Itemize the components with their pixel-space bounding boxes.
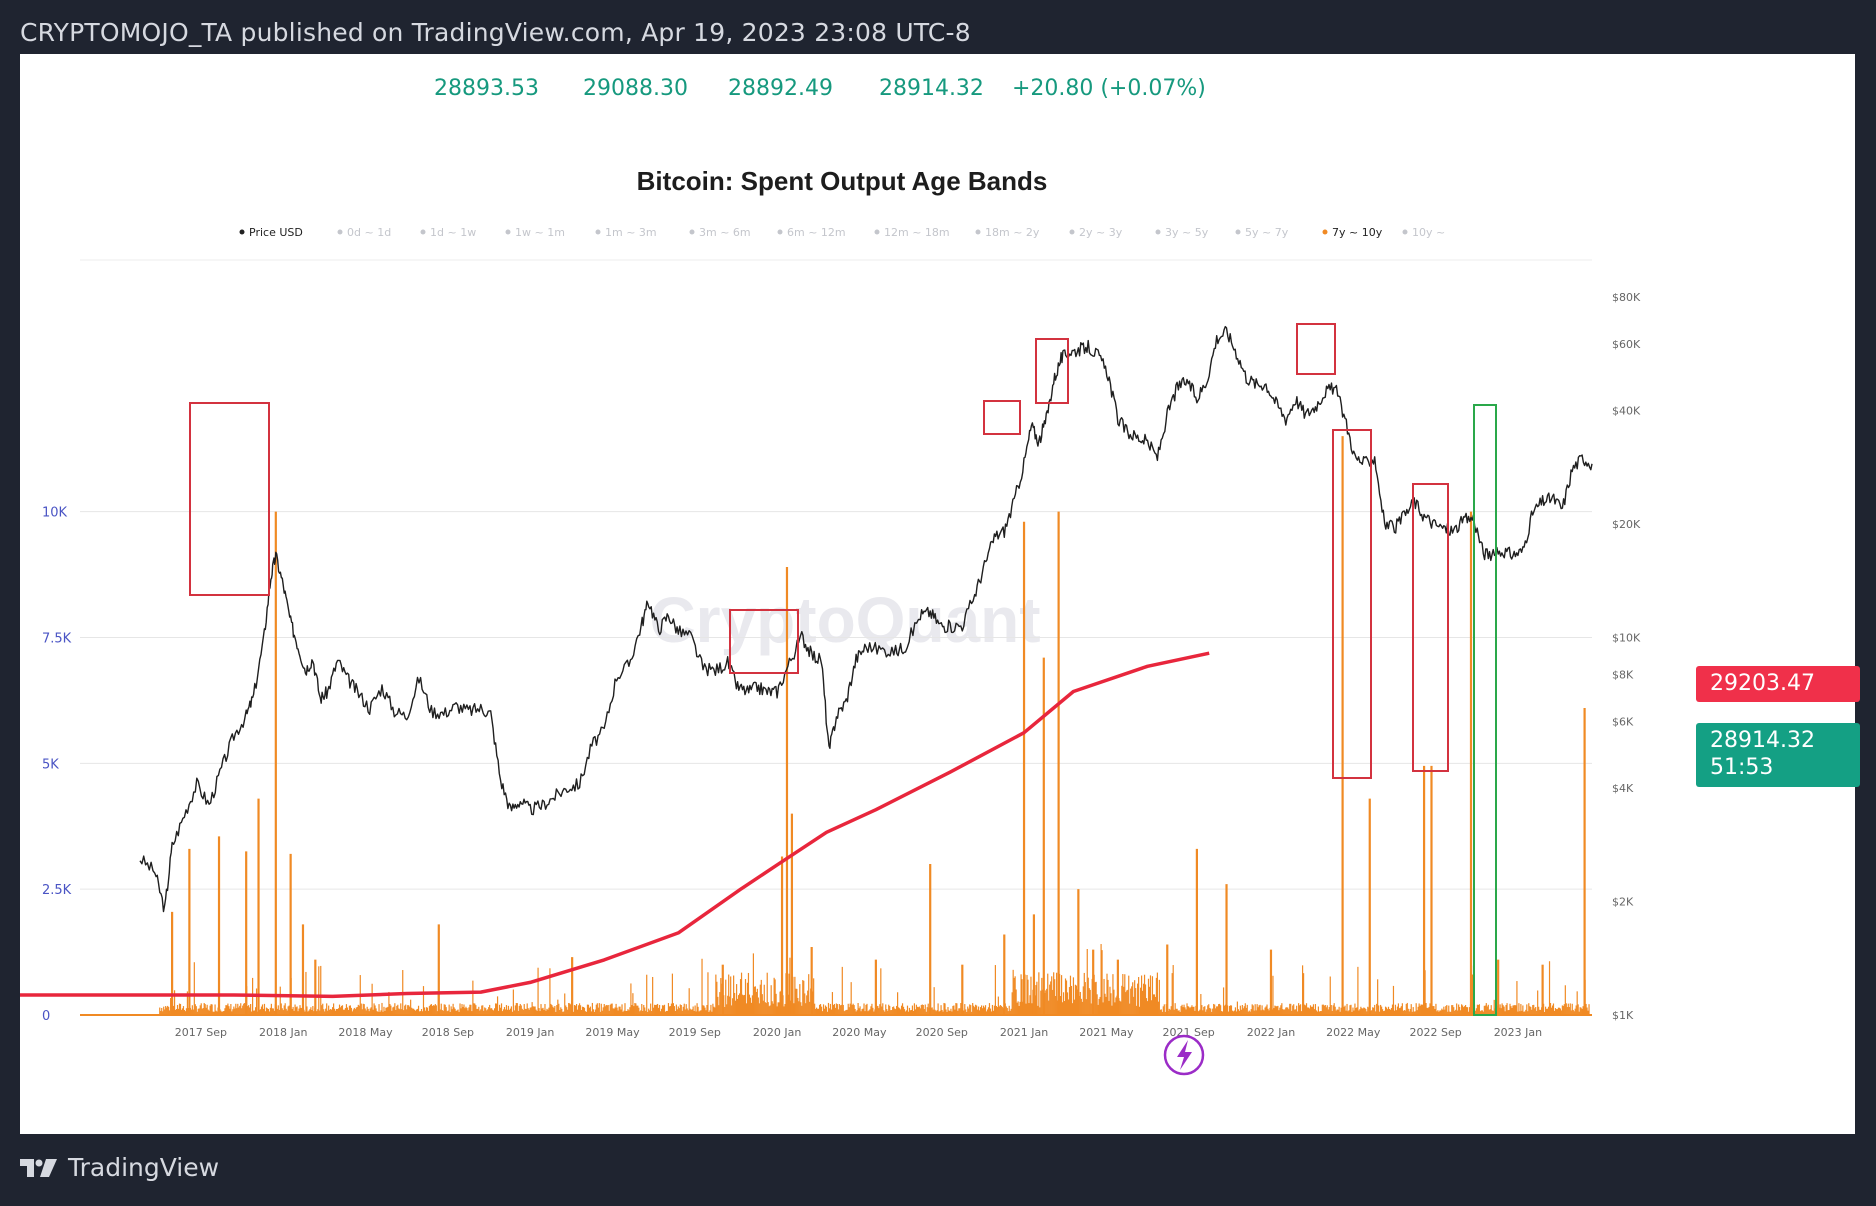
- right-axis-tick: $60K: [1612, 338, 1641, 351]
- x-axis-tick: 2018 Sep: [422, 1026, 474, 1039]
- x-axis-tick: 2017 Sep: [175, 1026, 227, 1039]
- right-axis-tick: $8K: [1612, 668, 1634, 681]
- x-axis-tick: 2020 Sep: [916, 1026, 968, 1039]
- legend-label: 7y ~ 10y: [1332, 226, 1383, 239]
- x-axis-tick: 2019 Sep: [669, 1026, 721, 1039]
- left-axis-tick: 7.5K: [42, 632, 72, 647]
- right-axis-tick: $10K: [1612, 632, 1641, 645]
- right-axis-tick: $80K: [1612, 291, 1641, 304]
- legend-item[interactable]: 12m ~ 18m: [874, 226, 950, 239]
- x-axis-tick: 2021 May: [1079, 1026, 1134, 1039]
- legend-label: 6m ~ 12m: [787, 226, 846, 239]
- legend-item[interactable]: 3y ~ 5y: [1155, 226, 1209, 239]
- legend-item[interactable]: 7y ~ 10y: [1322, 226, 1383, 239]
- right-axis-tick: $1K: [1612, 1009, 1634, 1022]
- ohlc-low: 28892.49: [727, 76, 833, 101]
- x-axis-tick: 2022 May: [1326, 1026, 1381, 1039]
- highlight-box-red: [1332, 429, 1372, 779]
- x-axis-tick: 2021 Jan: [1000, 1026, 1048, 1039]
- lightning-icon[interactable]: [1163, 1034, 1205, 1076]
- chart-title: Bitcoin: Spent Output Age Bands: [637, 166, 1048, 196]
- right-axis-tick: $20K: [1612, 518, 1641, 531]
- footer-brand[interactable]: TradingView: [20, 1153, 219, 1182]
- right-axis-tick: $6K: [1612, 715, 1634, 728]
- x-axis-tick: 2021 Sep: [1163, 1026, 1215, 1039]
- highlight-box-red: [729, 609, 799, 674]
- legend-label: 5y ~ 7y: [1245, 226, 1289, 239]
- legend-label: 1w ~ 1m: [515, 226, 565, 239]
- right-axis-tick: $40K: [1612, 405, 1641, 418]
- current-price-value: 28914.32: [1710, 728, 1815, 753]
- legend-item[interactable]: 1d ~ 1w: [420, 226, 477, 239]
- price-line: [139, 325, 1593, 913]
- x-axis-tick: 2018 May: [338, 1026, 393, 1039]
- legend-label: 1m ~ 3m: [605, 226, 657, 239]
- legend-item[interactable]: 0d ~ 1d: [337, 226, 392, 239]
- left-axis-tick: 0: [42, 1009, 50, 1024]
- last-price-tag: 29203.47: [1696, 666, 1860, 702]
- highlight-box-red: [189, 402, 270, 596]
- moving-average-line: [20, 651, 1210, 999]
- x-axis-tick: 2020 Jan: [753, 1026, 801, 1039]
- legend-item[interactable]: Price USD: [239, 226, 303, 239]
- bar-countdown: 51:53: [1710, 755, 1774, 780]
- publish-info: CRYPTOMOJO_TA published on TradingView.c…: [20, 18, 971, 47]
- chart-legend: Price USD 0d ~ 1d 1d ~ 1w 1w ~ 1m 1m ~ 3m 3m …: [239, 226, 1446, 239]
- left-axis-tick: 10K: [42, 506, 68, 521]
- x-axis-tick: 2020 May: [832, 1026, 887, 1039]
- chart-panel[interactable]: 28893.53 29088.30 28892.49 28914.32 +20.…: [20, 54, 1855, 1134]
- highlight-box-green: [1473, 404, 1497, 1016]
- highlight-box-red: [1412, 483, 1449, 772]
- legend-item[interactable]: 1m ~ 3m: [595, 226, 657, 239]
- legend-item[interactable]: 10y ~: [1402, 226, 1446, 239]
- right-axis-tick: $4K: [1612, 782, 1634, 795]
- legend-item[interactable]: 18m ~ 2y: [975, 226, 1040, 239]
- legend-item[interactable]: 3m ~ 6m: [689, 226, 751, 239]
- ohlc-change: +20.80 (+0.07%): [1011, 76, 1206, 101]
- legend-item[interactable]: 2y ~ 3y: [1069, 226, 1123, 239]
- tradingview-logo-icon: [20, 1158, 57, 1177]
- footer-brand-name: TradingView: [68, 1153, 220, 1182]
- legend-label: 3y ~ 5y: [1165, 226, 1209, 239]
- left-axis-tick: 5K: [42, 757, 59, 772]
- legend-item[interactable]: 5y ~ 7y: [1235, 226, 1289, 239]
- highlight-box-red: [983, 400, 1021, 435]
- legend-label: 1d ~ 1w: [430, 226, 476, 239]
- watermark-text: CryptoQuant: [649, 584, 1040, 656]
- x-axis-tick: 2022 Jan: [1247, 1026, 1295, 1039]
- x-axis-tick: 2019 May: [585, 1026, 640, 1039]
- legend-item[interactable]: 6m ~ 12m: [777, 226, 846, 239]
- current-price-tag: 28914.32 51:53: [1696, 723, 1860, 787]
- legend-label: 18m ~ 2y: [985, 226, 1040, 239]
- legend-label: 2y ~ 3y: [1079, 226, 1123, 239]
- left-axis-tick: 2.5K: [42, 883, 72, 898]
- legend-label: 10y ~: [1412, 226, 1445, 239]
- highlight-box-red: [1296, 323, 1336, 375]
- ohlc-close: 28914.32: [878, 76, 984, 101]
- x-axis-tick: 2023 Jan: [1494, 1026, 1542, 1039]
- ohlc-high: 29088.30: [582, 76, 688, 101]
- right-axis-tick: $2K: [1612, 895, 1634, 908]
- x-axis-tick: 2018 Jan: [259, 1026, 307, 1039]
- legend-label: 0d ~ 1d: [347, 226, 391, 239]
- legend-label: 3m ~ 6m: [699, 226, 751, 239]
- legend-item[interactable]: 1w ~ 1m: [505, 226, 565, 239]
- legend-label: Price USD: [249, 226, 303, 239]
- chart-canvas: CryptoQuant Bitcoin: Spent Output Age Ba…: [20, 166, 1641, 1076]
- highlight-box-red: [1035, 338, 1069, 404]
- ohlc-open: 28893.53: [434, 76, 539, 101]
- x-axis-tick: 2022 Sep: [1409, 1026, 1461, 1039]
- ohlc-bar: 28893.53 29088.30 28892.49 28914.32 +20.…: [434, 76, 1206, 101]
- legend-label: 12m ~ 18m: [884, 226, 950, 239]
- x-axis-tick: 2019 Jan: [506, 1026, 554, 1039]
